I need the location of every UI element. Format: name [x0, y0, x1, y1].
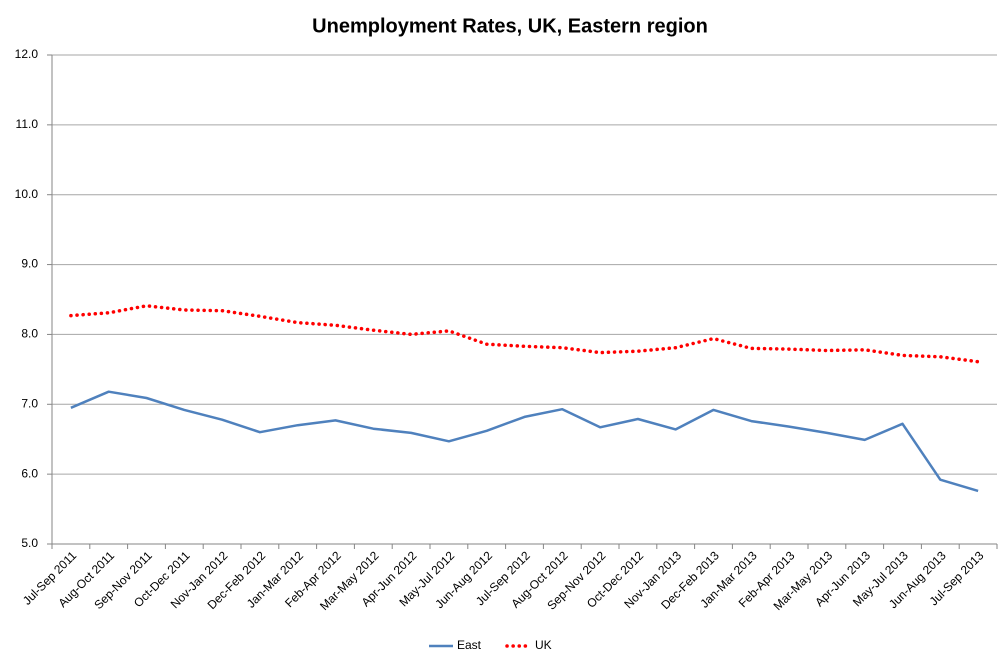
- y-tick-label: 7.0: [21, 396, 38, 410]
- y-tick-label: 11.0: [16, 117, 39, 131]
- y-tick-label: 8.0: [21, 327, 38, 341]
- series-line: [69, 304, 980, 364]
- y-tick-label: 12.0: [15, 47, 39, 61]
- y-tick-label: 9.0: [21, 257, 38, 271]
- y-tick-label: 10.0: [15, 187, 39, 201]
- series-line: [70, 390, 979, 493]
- y-tick-label: 6.0: [21, 466, 38, 480]
- legend-label: East: [457, 638, 482, 651]
- chart-title: Unemployment Rates, UK, Eastern region: [312, 15, 708, 37]
- y-tick-label: 5.0: [21, 536, 38, 550]
- legend-label: UK: [535, 638, 552, 651]
